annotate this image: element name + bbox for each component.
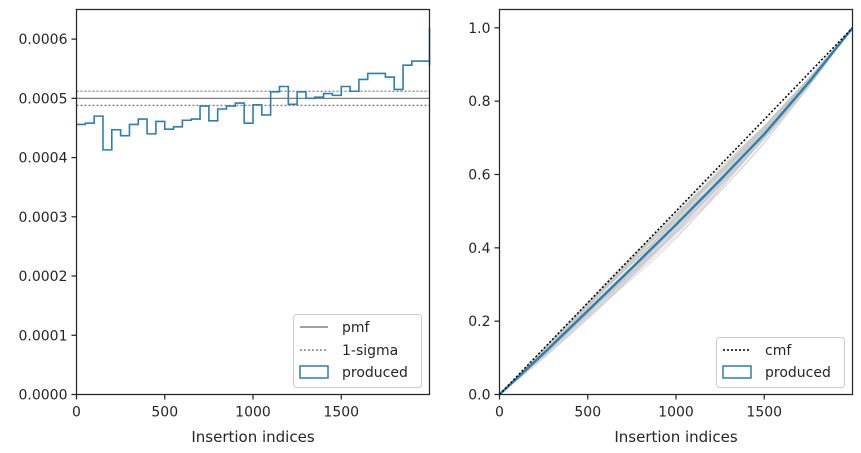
realization-curve [499, 27, 853, 395]
right-x-axis-label: Insertion indices [614, 428, 737, 446]
right-plot-content [498, 27, 854, 396]
legend-produced-swatch-right [722, 365, 752, 379]
left-y-tick-label: 0.0001 [19, 328, 68, 344]
right-y-tick-label: 1.0 [468, 21, 490, 37]
right-y-tick-label: 0.2 [468, 314, 490, 330]
right-x-tick-label: 1000 [658, 405, 694, 421]
realization-curve [499, 27, 853, 395]
right-y-ticks: 0.0 0.2 0.4 0.6 0.8 1.0 [468, 21, 500, 404]
legend-sigma-label: 1-sigma [342, 343, 398, 359]
left-legend-box [293, 314, 422, 388]
right-legend: cmf produced [716, 337, 845, 388]
right-x-tick-label: 0 [495, 405, 504, 421]
left-x-axis-label: Insertion indices [191, 428, 314, 446]
legend-pmf-label: pmf [342, 320, 371, 336]
right-axes-frame [498, 8, 854, 396]
right-y-tick-label: 0.6 [468, 168, 490, 184]
produced-cumulative-line [498, 27, 854, 396]
right-x-tick-label: 1500 [746, 405, 782, 421]
right-chart-panel: 0.0 0.2 0.4 0.6 0.8 1.0 0 500 1000 1500 Insertio… [468, 8, 854, 446]
right-y-tick-label: 0.8 [468, 94, 490, 110]
legend-produced-swatch [299, 365, 329, 379]
left-y-tick-label: 0.0003 [19, 210, 68, 226]
realization-curve [499, 27, 853, 395]
left-x-tick-label: 500 [151, 405, 178, 421]
left-x-tick-label: 0 [72, 405, 81, 421]
left-legend: pmf 1-sigma produced [293, 314, 422, 388]
left-chart-panel: 0.0000 0.0001 0.0002 0.0003 0.0004 0.0005 0.00… [19, 8, 431, 446]
left-y-tick-label: 0.0006 [19, 32, 68, 48]
right-y-tick-label: 0.0 [468, 388, 490, 404]
left-y-tick-label: 0.0004 [19, 151, 68, 167]
left-plot-content [76, 27, 431, 151]
realization-curve [499, 27, 853, 395]
left-x-tick-label: 1000 [235, 405, 271, 421]
left-y-tick-label: 0.0002 [19, 269, 68, 285]
left-x-tick-label: 1500 [323, 405, 359, 421]
right-y-tick-label: 0.4 [468, 241, 490, 257]
legend-produced-label: produced [342, 365, 408, 381]
left-y-tick-label: 0.0000 [19, 388, 68, 404]
cmf-line [498, 27, 854, 396]
right-x-ticks: 0 500 1000 1500 [495, 394, 782, 421]
realization-curve [499, 27, 853, 395]
legend-cmf-label: cmf [765, 343, 792, 359]
right-x-tick-label: 500 [574, 405, 601, 421]
left-y-ticks: 0.0000 0.0001 0.0002 0.0003 0.0004 0.0005 0.00… [19, 32, 77, 404]
left-y-tick-label: 0.0005 [19, 91, 68, 107]
produced-histogram [76, 27, 431, 151]
left-x-ticks: 0 500 1000 1500 [72, 394, 359, 421]
legend-produced-label-right: produced [765, 365, 831, 381]
